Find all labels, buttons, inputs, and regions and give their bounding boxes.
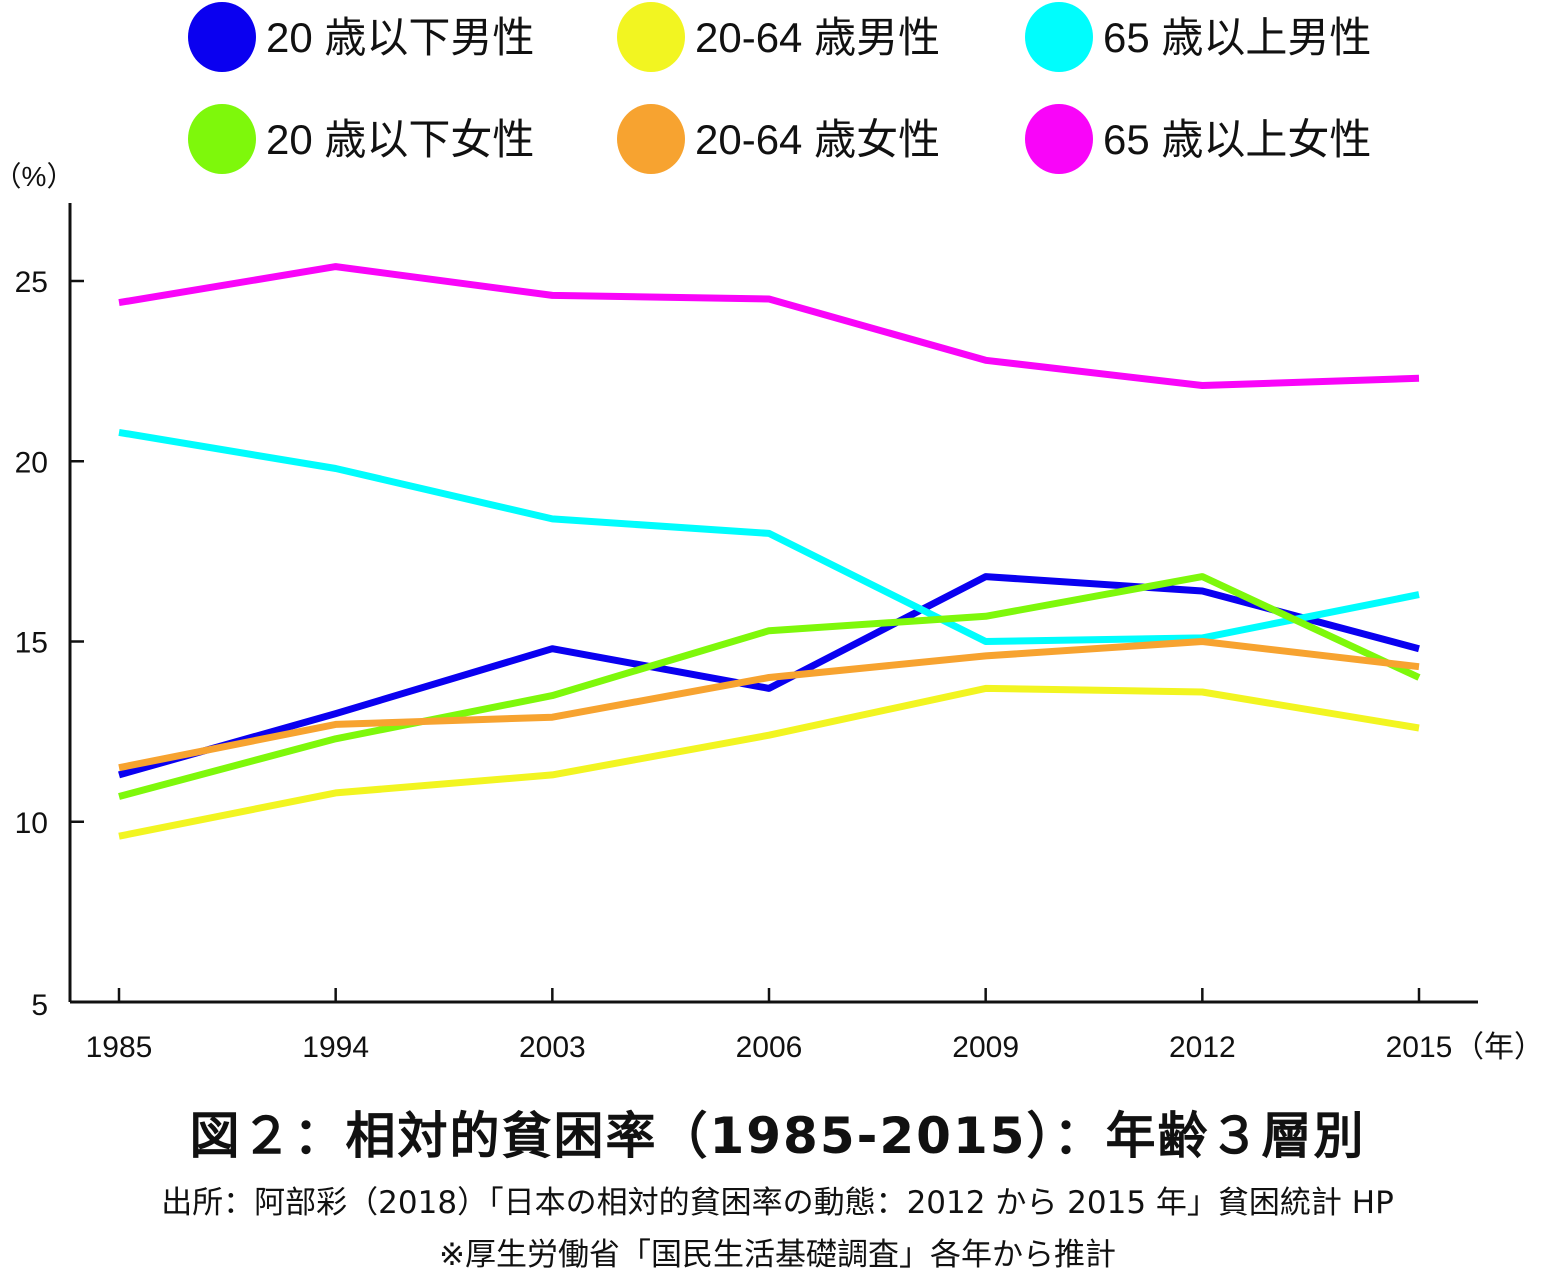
- x-tick-label: 2009: [952, 1031, 1019, 1064]
- legend-marker-2: [617, 2, 685, 72]
- y-tick-label: 10: [15, 807, 48, 840]
- y-tick-label: 25: [15, 266, 48, 299]
- y-tick-label: 15: [15, 627, 48, 660]
- series-line-1: [118, 573, 1420, 779]
- y-axis-label: （%）: [0, 161, 74, 192]
- legend-label-6: 65 歳以上女性: [1103, 116, 1371, 163]
- x-tick-label: 2015: [1386, 1031, 1453, 1064]
- series-line-6: [118, 263, 1420, 389]
- x-tick-label: 2012: [1169, 1031, 1236, 1064]
- line-chart: 5 10 15 20 25 （%） 1985 1994 2003 2006 2009 2012 2015…: [0, 2, 1544, 1064]
- legend-label-3: 65 歳以上男性: [1103, 14, 1371, 61]
- legend-marker-5: [617, 104, 685, 174]
- legend-marker-6: [1025, 104, 1093, 174]
- x-tick-label: 1985: [86, 1031, 153, 1064]
- x-tick-label: 2006: [736, 1031, 803, 1064]
- legend-label-1: 20 歳以下男性: [266, 14, 534, 61]
- legend-label-5: 20-64 歳女性: [695, 116, 940, 163]
- legend-label-4: 20 歳以下女性: [266, 116, 534, 163]
- figure-title: 図２：相対的貧困率（1985-2015）：年齢３層別: [189, 1107, 1366, 1165]
- series-line-3: [118, 428, 1420, 645]
- series-line-2: [118, 684, 1420, 840]
- series-line-5: [118, 638, 1420, 772]
- legend-marker-4: [188, 104, 256, 174]
- y-tick-label: 5: [31, 989, 48, 1022]
- figure-source: 出所：阿部彩（2018）「日本の相対的貧困率の動態：2012 から 2015 年…: [161, 1185, 1394, 1221]
- x-tick-label: 2003: [519, 1031, 586, 1064]
- series-line-4: [118, 573, 1421, 800]
- figure-note: ※厚生労働省「国民生活基礎調査」各年から推計: [439, 1237, 1116, 1273]
- x-axis-label: （年）: [1454, 1031, 1544, 1064]
- legend-label-2: 20-64 歳男性: [695, 14, 940, 61]
- x-tick-label: 1994: [302, 1031, 369, 1064]
- y-tick-label: 20: [15, 446, 48, 479]
- legend-marker-1: [188, 2, 256, 72]
- legend-marker-3: [1025, 2, 1093, 72]
